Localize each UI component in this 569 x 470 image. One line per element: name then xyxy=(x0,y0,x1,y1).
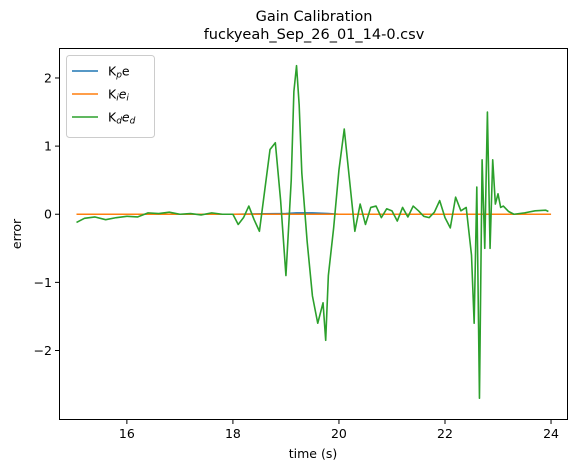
x-tick-label: 16 xyxy=(119,426,135,441)
series-line-2 xyxy=(76,64,549,399)
y-tick-label: 2 xyxy=(44,70,52,85)
chart-subtitle: fuckyeah_Sep_26_01_14-0.csv xyxy=(204,27,425,43)
chart-title: Gain Calibration xyxy=(256,9,373,25)
series-layer xyxy=(76,64,552,399)
legend-label-2: Kded xyxy=(108,110,136,127)
y-axis-label: error xyxy=(9,218,24,249)
legend-label-0: Kpe xyxy=(108,64,130,81)
y-axis: −2 −1 0 1 2 xyxy=(34,70,59,358)
y-tick-label: −2 xyxy=(34,343,52,358)
x-tick-label: 22 xyxy=(437,426,453,441)
legend: Kpe Kiei Kded xyxy=(66,55,155,138)
x-axis-label: time (s) xyxy=(289,446,337,461)
plot-frame xyxy=(59,48,568,420)
y-tick-label: −1 xyxy=(34,275,52,290)
x-tick-label: 24 xyxy=(543,426,559,441)
x-tick-label: 18 xyxy=(225,426,241,441)
x-tick-label: 20 xyxy=(331,426,347,441)
x-axis: 16 18 20 22 24 xyxy=(119,420,559,441)
y-tick-label: 1 xyxy=(44,139,52,154)
legend-label-1: Kiei xyxy=(108,87,129,104)
y-tick-label: 0 xyxy=(44,207,52,222)
